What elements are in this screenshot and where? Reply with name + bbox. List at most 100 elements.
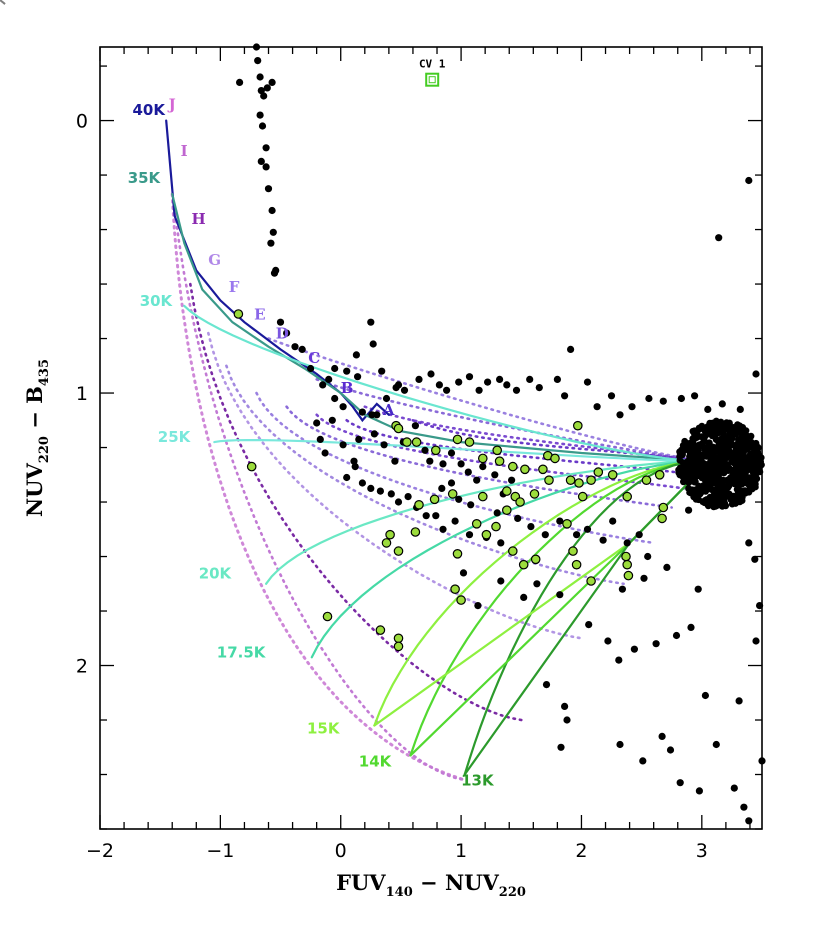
black-star-point: [378, 367, 386, 375]
cv-label: CV 1: [419, 58, 446, 71]
clump-point: [714, 483, 722, 490]
letter-label: G: [208, 251, 221, 269]
clump-point: [745, 440, 753, 448]
black-star-point: [527, 523, 535, 531]
black-star-point: [457, 460, 465, 468]
green-star-point: [529, 489, 540, 499]
black-star-point: [695, 787, 704, 795]
green-star-point: [375, 625, 386, 635]
green-star-point: [538, 464, 548, 475]
green-star-point: [565, 475, 576, 485]
black-star-point: [479, 463, 487, 471]
black-star-point: [712, 740, 720, 749]
green-star-point: [530, 554, 541, 565]
black-star-point: [561, 392, 569, 400]
black-star-point: [439, 525, 447, 533]
black-star-point: [745, 539, 753, 547]
black-star-point: [298, 345, 306, 353]
black-star-point: [599, 536, 607, 544]
clump-point: [692, 442, 700, 450]
black-star-point: [677, 394, 686, 403]
green-star-point: [393, 633, 404, 644]
black-star-point: [491, 471, 499, 479]
green-star-point: [623, 570, 634, 581]
green-star-point: [544, 475, 554, 485]
black-star-point: [283, 329, 291, 337]
black-star-point: [687, 623, 695, 632]
black-star-point: [659, 397, 667, 405]
green-star-point: [393, 641, 404, 652]
black-star-point: [508, 476, 516, 484]
black-star-point: [331, 394, 339, 403]
green-star-point: [577, 491, 588, 502]
black-star-point: [415, 375, 423, 383]
green-star-point: [572, 420, 583, 431]
green-star-point: [586, 576, 596, 586]
black-star-point: [541, 531, 549, 539]
temperature-label: 40K: [133, 101, 167, 119]
black-star-point: [328, 416, 336, 424]
isochrone-track: [463, 460, 703, 776]
clump-point: [727, 449, 735, 457]
x-tick-label: 1: [455, 840, 467, 862]
clump-point: [736, 489, 743, 497]
clump-point: [729, 493, 736, 500]
clump-point: [684, 470, 691, 477]
green-star-point: [622, 491, 632, 502]
y-tick-label: 2: [76, 656, 88, 678]
green-star-point: [481, 529, 492, 540]
y-axis-title: NUV220 − B435: [22, 359, 52, 517]
temperature-label: 30K: [140, 292, 174, 310]
clump-point: [707, 477, 715, 484]
clump-point: [740, 458, 748, 465]
black-star-point: [740, 803, 748, 811]
green-star-point: [562, 518, 572, 529]
black-star-point: [526, 375, 534, 383]
green-star-point: [507, 546, 518, 556]
black-star-point: [464, 468, 472, 476]
track-labels: CV 1 40K 35K 30K 25K 20K 17.5K 15K 14K 13K J I H GFED…: [128, 58, 495, 790]
green-star-point: [571, 559, 582, 570]
black-star-point: [307, 364, 315, 373]
black-star-point: [735, 697, 743, 705]
black-star-point: [263, 84, 271, 92]
clump-point: [733, 443, 741, 451]
clump-point: [748, 474, 755, 482]
clump-point: [701, 434, 708, 441]
clump-point: [726, 429, 733, 437]
black-star-point: [404, 493, 412, 501]
black-star-point: [268, 206, 276, 215]
green-star-point: [507, 461, 518, 472]
black-star-point: [411, 422, 419, 430]
black-star-point: [691, 392, 699, 400]
clump-point: [716, 466, 723, 474]
clump-point: [727, 474, 735, 481]
black-star-point: [254, 57, 262, 65]
black-star-point: [467, 501, 475, 509]
black-star-point: [236, 78, 244, 86]
black-star-point: [752, 637, 760, 645]
clump-point: [718, 459, 726, 467]
green-star-point: [381, 538, 392, 548]
temperature-label: 17.5K: [217, 643, 267, 661]
letter-label: A: [382, 401, 395, 419]
green-star-point: [393, 423, 404, 434]
black-star-point: [644, 552, 652, 561]
x-tick-label: −2: [86, 840, 114, 862]
black-star-point: [321, 449, 329, 457]
clump-point: [734, 421, 741, 428]
green-star-point: [520, 464, 530, 475]
clump-point: [702, 461, 710, 469]
dotted-track: [255, 391, 655, 545]
green-track: [409, 468, 703, 757]
clump-point: [703, 468, 711, 475]
black-star-point: [260, 92, 268, 100]
temperature-label: 15K: [307, 720, 341, 738]
letter-label: C: [308, 349, 320, 367]
letter-label: B: [341, 379, 354, 397]
green-star-point: [494, 456, 505, 466]
clump-point: [685, 479, 693, 486]
black-star-point: [258, 122, 267, 130]
black-star-point: [256, 111, 264, 119]
x-tick-label: −1: [206, 840, 234, 862]
